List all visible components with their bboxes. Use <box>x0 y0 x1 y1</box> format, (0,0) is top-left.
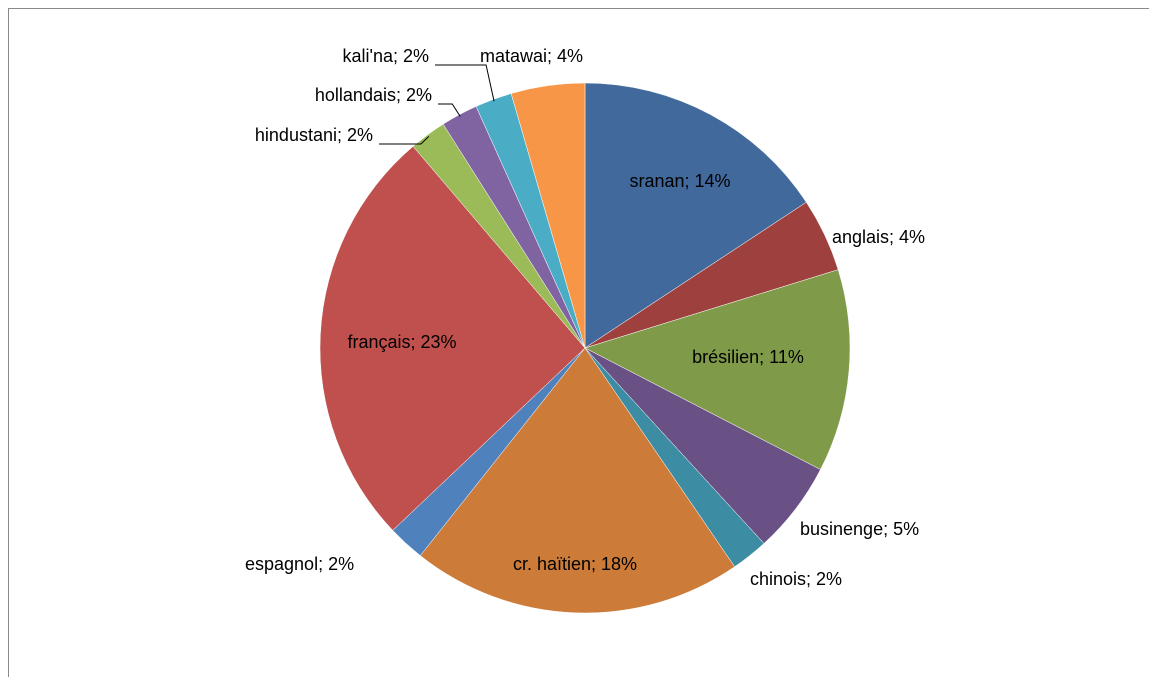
data-label: hollandais; 2% <box>315 85 432 105</box>
data-label: chinois; 2% <box>750 569 842 589</box>
leader-line <box>435 64 495 102</box>
data-label: businenge; 5% <box>800 519 919 539</box>
pie-slice <box>419 347 735 614</box>
data-label: brésilien; 11% <box>692 347 804 367</box>
pie-slice <box>584 269 851 470</box>
data-label: hindustani; 2% <box>255 125 373 145</box>
pie-slice <box>584 82 807 349</box>
leader-line <box>379 135 430 145</box>
data-label: cr. haïtien; 18% <box>513 554 637 574</box>
data-label: matawai; 4% <box>480 46 583 66</box>
data-label: anglais; 4% <box>832 227 925 247</box>
data-label: français; 23% <box>347 332 456 352</box>
data-label: espagnol; 2% <box>245 554 354 574</box>
pie-slice <box>319 145 586 531</box>
data-label: sranan; 14% <box>629 171 730 191</box>
data-label: kali'na; 2% <box>343 46 429 66</box>
pie-slice <box>510 82 586 349</box>
leader-line <box>438 103 461 117</box>
